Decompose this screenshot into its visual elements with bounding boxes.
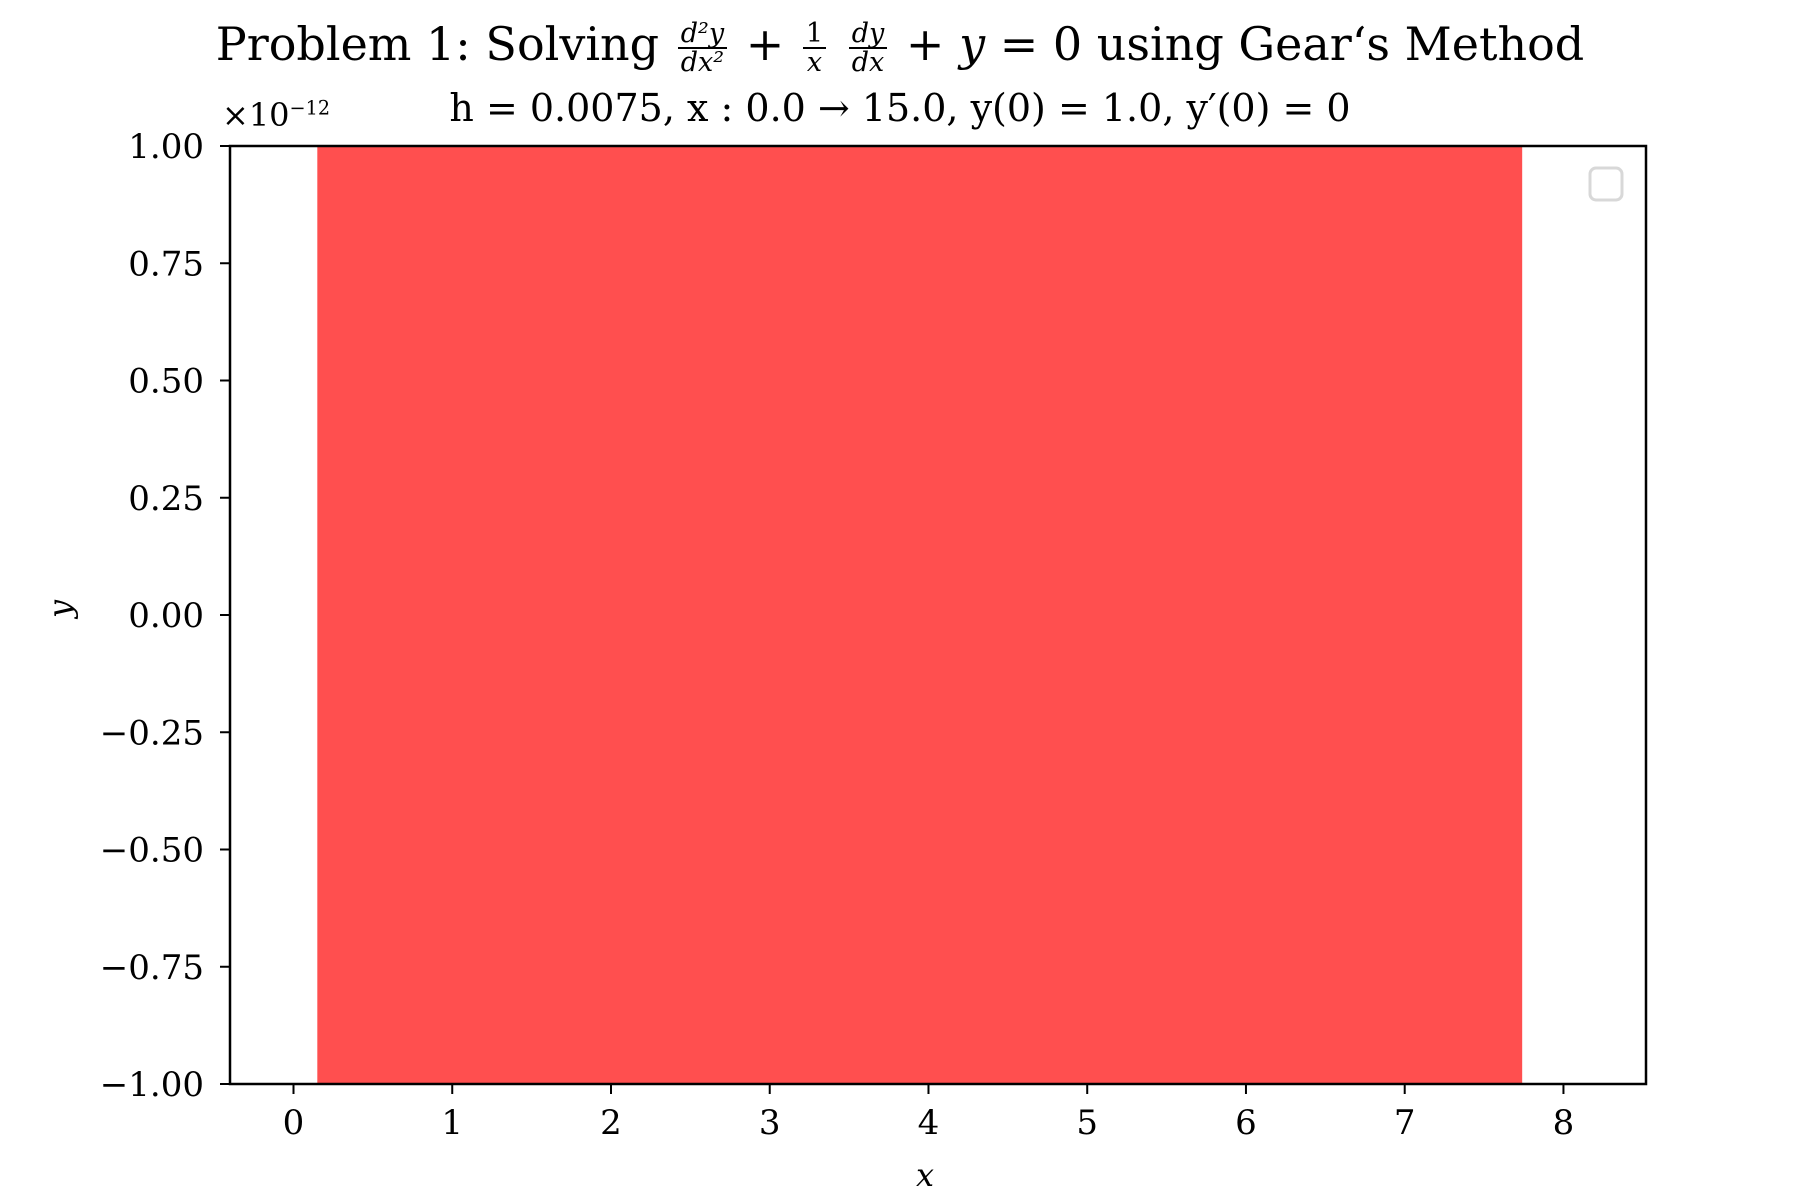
title-fraction-1: d²y dx² [677,20,728,78]
frac3-denominator: dx [851,47,885,78]
x-tick-label: 2 [600,1103,622,1143]
y-tick-label: 0.25 [128,479,204,519]
y-tick-label: 0.00 [128,596,204,636]
legend-box [1588,166,1624,202]
x-tick-label: 3 [759,1103,781,1143]
x-tick-label: 0 [283,1103,305,1143]
y-tick-label: −0.50 [100,831,204,871]
y-tick-label: 0.50 [128,362,204,402]
title-prefix: Problem 1: Solving [215,17,660,71]
title-suffix: using Gear‘s Method [1096,17,1585,71]
x-tick-label: 8 [1553,1103,1575,1143]
y-tick-label: −0.25 [100,713,204,753]
title-fraction-3: dy dx [848,20,888,78]
frac1-denominator: dx² [680,47,725,78]
y-axis-multiplier: ×10−12 [222,96,330,134]
chart-subtitle: h = 0.0075, x : 0.0 → 15.0, y(0) = 1.0, … [449,86,1351,130]
y-tick-label: −0.75 [100,948,204,988]
multiplier-base: ×10 [222,96,290,134]
frac2-numerator: 1 [802,20,827,49]
x-tick-label: 5 [1076,1103,1098,1143]
x-tick-label: 6 [1235,1103,1257,1143]
y-tick-label: 1.00 [128,127,204,167]
y-tick-label: −1.00 [100,1065,204,1105]
multiplier-exponent: −12 [289,96,331,120]
frac1-numerator: d²y [677,20,728,49]
x-tick-label: 4 [918,1103,940,1143]
x-axis-label: x [915,1156,935,1194]
x-tick-label: 7 [1394,1103,1416,1143]
filled-region [317,146,1523,1084]
x-tick-label: 1 [441,1103,463,1143]
y-axis-label: y [41,599,79,619]
frac3-numerator: dy [848,20,888,49]
frac2-denominator: x [806,47,823,78]
y-tick-label: 0.75 [128,244,204,284]
